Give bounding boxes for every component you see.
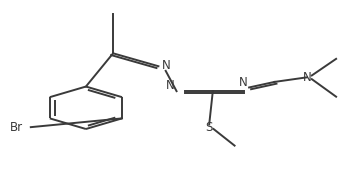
Text: N: N: [239, 76, 248, 89]
Text: N: N: [303, 71, 312, 84]
Text: N: N: [166, 79, 175, 92]
Text: S: S: [206, 121, 213, 134]
Text: Br: Br: [10, 121, 23, 134]
Text: N: N: [162, 59, 171, 72]
